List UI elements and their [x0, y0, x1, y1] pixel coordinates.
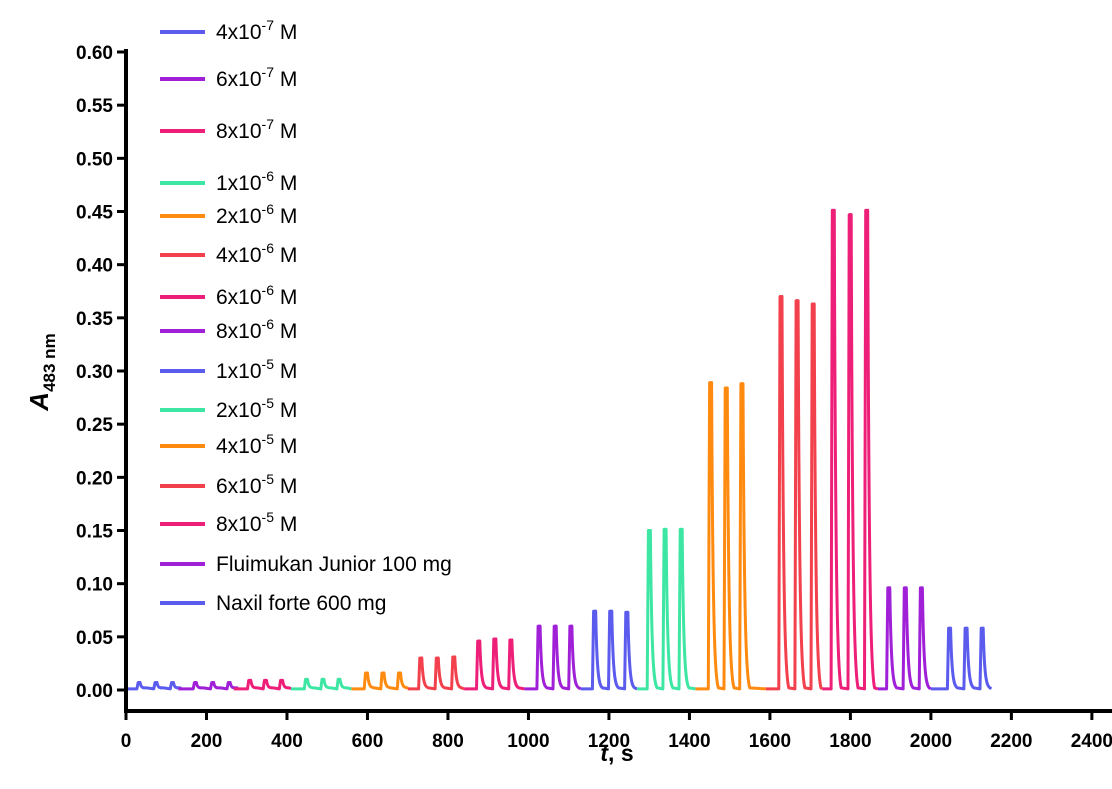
y-tick-label: 0.35 — [76, 309, 113, 330]
legend-label: Fluimukan Junior 100 mg — [216, 553, 452, 576]
x-axis-title-main: t — [600, 740, 609, 766]
x-tick-label: 2000 — [910, 731, 952, 752]
legend-label: 2x10-6 M — [216, 201, 297, 228]
series-3 — [233, 678, 292, 691]
y-axis-title-sub: 483 nm — [40, 333, 59, 392]
x-tick-label: 0 — [121, 731, 132, 752]
x-tick-label: 1400 — [668, 731, 710, 752]
series-10 — [637, 527, 696, 691]
series-line — [464, 637, 525, 691]
series-line — [637, 527, 696, 691]
series-line — [126, 681, 182, 691]
legend-label: 4x10-5 M — [216, 431, 297, 458]
x-tick-label: 2400 — [1071, 731, 1112, 752]
legend-entry-3: 8x10-7 M — [160, 116, 297, 143]
series-1 — [126, 681, 182, 691]
legend-label: 8x10-6 M — [216, 316, 297, 343]
series-8 — [524, 624, 582, 691]
series-7 — [464, 637, 525, 691]
legend-entry-8: 8x10-6 M — [160, 316, 297, 343]
series-line — [291, 677, 352, 691]
series-14 — [877, 586, 932, 691]
legend-label: 2x10-5 M — [216, 395, 297, 422]
legend-label: 4x10-7 M — [216, 17, 297, 44]
series-line — [407, 655, 465, 691]
series-4 — [291, 677, 352, 691]
y-axis-title: A483 nm — [24, 333, 59, 411]
legend-entry-6: 4x10-6 M — [160, 240, 297, 267]
series-line — [580, 609, 638, 691]
series-line — [765, 295, 824, 691]
x-tick-label: 1000 — [507, 731, 549, 752]
series-line — [822, 208, 879, 691]
series-2 — [178, 681, 239, 691]
x-tick-label: 400 — [271, 731, 303, 752]
legend-entry-1: 4x10-7 M — [160, 17, 297, 44]
series-line — [524, 624, 582, 691]
legend-entry-2: 6x10-7 M — [160, 64, 297, 91]
x-axis-title: t, s — [600, 740, 633, 766]
x-axis-title-suffix: , s — [608, 740, 634, 766]
x-tick-label: 2200 — [990, 731, 1032, 752]
plot-lines — [126, 208, 993, 691]
legend-entry-14: Fluimukan Junior 100 mg — [160, 553, 452, 576]
x-tick-label: 1800 — [829, 731, 871, 752]
y-tick-label: 0.55 — [76, 96, 113, 117]
series-6 — [407, 655, 465, 691]
legend-label: 6x10-6 M — [216, 282, 297, 309]
legend-entry-12: 6x10-5 M — [160, 471, 297, 498]
x-tick-label: 800 — [432, 731, 464, 752]
legend-entry-4: 1x10-6 M — [160, 168, 297, 195]
legend-label: Naxil forte 600 mg — [216, 592, 386, 615]
series-13 — [822, 208, 879, 691]
legend-label: 8x10-7 M — [216, 116, 297, 143]
y-tick-label: 0.05 — [76, 628, 113, 649]
legend-label: 4x10-6 M — [216, 240, 297, 267]
x-tick-label: 600 — [352, 731, 384, 752]
axes: 0.00 0.05 0.10 0.15 0.20 0.25 0.30 0.35 0.40 0.45… — [76, 43, 1112, 752]
legend-label: 1x10-5 M — [216, 356, 297, 383]
legend-label: 1x10-6 M — [216, 168, 297, 195]
series-5 — [351, 671, 410, 691]
series-line — [233, 678, 292, 691]
legend-entry-13: 8x10-5 M — [160, 509, 297, 536]
legend-entry-9: 1x10-5 M — [160, 356, 297, 383]
series-line — [178, 681, 239, 691]
legend-entry-7: 6x10-6 M — [160, 282, 297, 309]
series-9 — [580, 609, 638, 691]
y-tick-label: 0.60 — [76, 43, 113, 64]
series-12 — [765, 295, 824, 691]
x-tick-label: 200 — [191, 731, 223, 752]
y-tick-label: 0.50 — [76, 149, 113, 170]
legend-entry-5: 2x10-6 M — [160, 201, 297, 228]
legend-label: 8x10-5 M — [216, 509, 297, 536]
y-tick-label: 0.10 — [76, 575, 113, 596]
y-tick-label: 0.00 — [76, 681, 113, 702]
series-15 — [930, 626, 993, 691]
x-tick-label: 1200 — [588, 731, 630, 752]
series-line — [877, 586, 932, 691]
series-line — [695, 381, 766, 691]
y-tick-label: 0.25 — [76, 415, 113, 436]
legend: 4x10-7 M 6x10-7 M 8x10-7 M 1x10-6 M 2x10-6 M… — [160, 17, 452, 615]
legend-label: 6x10-7 M — [216, 64, 297, 91]
series-11 — [695, 381, 766, 691]
x-tick-label: 1600 — [749, 731, 791, 752]
legend-entry-10: 2x10-5 M — [160, 395, 297, 422]
legend-label: 6x10-5 M — [216, 471, 297, 498]
y-tick-label: 0.30 — [76, 362, 113, 383]
series-line — [351, 671, 410, 691]
legend-entry-15: Naxil forte 600 mg — [160, 592, 386, 615]
y-tick-label: 0.15 — [76, 522, 113, 543]
y-tick-label: 0.20 — [76, 468, 113, 489]
legend-entry-11: 4x10-5 M — [160, 431, 297, 458]
y-axis-title-main: A — [24, 392, 54, 412]
series-line — [930, 626, 993, 691]
y-tick-label: 0.45 — [76, 203, 113, 224]
y-tick-label: 0.40 — [76, 256, 113, 277]
